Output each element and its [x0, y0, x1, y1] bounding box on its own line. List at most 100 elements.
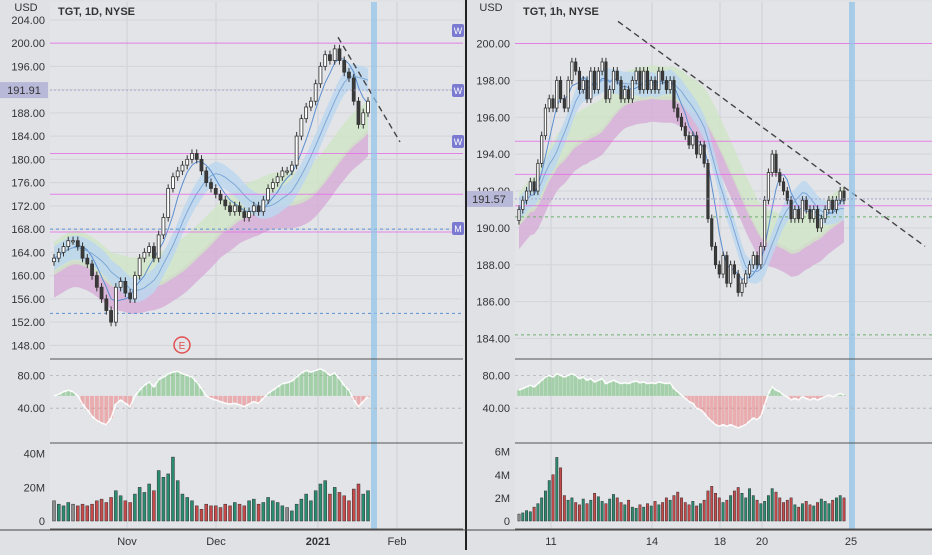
candle: [649, 79, 653, 91]
indicator-area-bar: [524, 386, 529, 396]
indicator-area-bar: [736, 395, 740, 428]
volume-bar: [123, 500, 128, 522]
volume-bar: [736, 487, 740, 522]
indicator-area-bar: [151, 386, 156, 396]
volume-bar: [831, 499, 835, 522]
volume-bar: [630, 506, 634, 522]
candle: [638, 70, 642, 91]
candle: [266, 188, 270, 201]
volume-bar: [256, 503, 261, 522]
indicator-area-bar: [270, 390, 275, 396]
indicator-area-bar: [732, 395, 737, 427]
indicator-area-bar: [604, 383, 608, 396]
volume-bar: [66, 502, 71, 522]
volume-bar: [156, 470, 161, 522]
volume-bar: [714, 493, 717, 522]
indicator-area-bar: [521, 388, 525, 396]
indicator-area-bar: [137, 390, 142, 396]
volume-bar: [782, 502, 785, 522]
volume-bar: [634, 508, 638, 522]
volume-bar: [294, 503, 299, 522]
indicator-area-bar: [558, 375, 563, 396]
volume-bar: [52, 500, 56, 522]
candle: [532, 181, 536, 192]
candle: [615, 70, 619, 81]
volume-bar: [290, 510, 294, 522]
ribbon-pink: [54, 129, 368, 314]
volume-bar: [247, 500, 251, 522]
y-tick-label: 204.00: [11, 15, 45, 27]
volume-bar: [185, 497, 189, 522]
volume-bar: [729, 495, 733, 522]
volume-bar: [608, 498, 612, 522]
indicator-tick-label: 80.00: [482, 370, 510, 382]
volume-bar: [604, 503, 608, 522]
indicator-area-bar: [356, 395, 361, 407]
volume-bar: [766, 495, 770, 522]
indicator-area-bar: [366, 395, 370, 397]
indicator-area-bar: [611, 380, 616, 396]
candle: [664, 79, 668, 91]
candle: [61, 246, 66, 253]
indicator-area-bar: [619, 383, 623, 396]
volume-bar: [732, 490, 736, 522]
candle: [657, 70, 661, 91]
indicator-area-bar: [770, 386, 774, 396]
volume-bar: [800, 503, 804, 522]
candle: [356, 100, 361, 125]
indicator-area-bar: [755, 395, 759, 420]
indicator-area-bar: [623, 382, 627, 396]
indicator-area-bar: [294, 377, 299, 396]
indicator-area-bar: [66, 390, 71, 396]
x-tick-label: 20: [756, 536, 768, 548]
volume-bar: [797, 506, 801, 522]
indicator-area-bar: [577, 378, 582, 396]
candle: [94, 275, 99, 288]
ribbon-green: [519, 65, 844, 254]
volume-bar: [61, 505, 66, 522]
y-tick-label: 198.00: [476, 75, 510, 87]
candle: [630, 79, 634, 100]
candle: [313, 83, 318, 102]
candle: [137, 257, 142, 277]
candle: [232, 205, 237, 213]
candle: [725, 255, 729, 284]
candle: [304, 106, 309, 120]
y-tick-label: 190.00: [476, 223, 510, 235]
volume-bar: [99, 498, 104, 522]
volume-bar: [698, 503, 702, 522]
indicator-area-bar: [280, 383, 285, 396]
volume-bar: [816, 502, 819, 522]
volume-bar: [770, 488, 774, 522]
indicator-line: [518, 372, 845, 429]
volume-bar: [676, 491, 680, 522]
volume-bar: [80, 503, 85, 522]
chart-pane-1[interactable]: 204.00200.00196.00192.00188.00184.00180.…: [0, 2, 464, 548]
candle: [672, 79, 676, 109]
volume-bar: [759, 503, 763, 522]
y-tick-label: 156.00: [11, 294, 45, 306]
indicator-area-bar: [180, 373, 185, 396]
candle: [71, 240, 75, 243]
chart-pane-2[interactable]: 200.00198.00196.00194.00192.00190.00188.…: [465, 2, 932, 548]
indicator-area-bar: [589, 378, 593, 396]
volume-bar: [725, 499, 729, 522]
indicator-area-bar: [261, 395, 266, 399]
volume-bar: [823, 501, 827, 522]
candle: [194, 153, 199, 160]
volume-bar: [242, 505, 247, 522]
candle: [104, 298, 109, 311]
candle: [793, 209, 797, 220]
volume-bar: [585, 503, 589, 522]
volume-bar: [299, 498, 304, 522]
candle: [710, 218, 714, 247]
volume-bar: [596, 496, 600, 522]
candle: [800, 199, 805, 220]
indicator-area-bar: [668, 382, 672, 396]
candle: [261, 199, 266, 213]
indicator-area-bar: [242, 395, 247, 407]
indicator-area-bar: [532, 386, 536, 396]
indicator-line: [53, 367, 369, 426]
